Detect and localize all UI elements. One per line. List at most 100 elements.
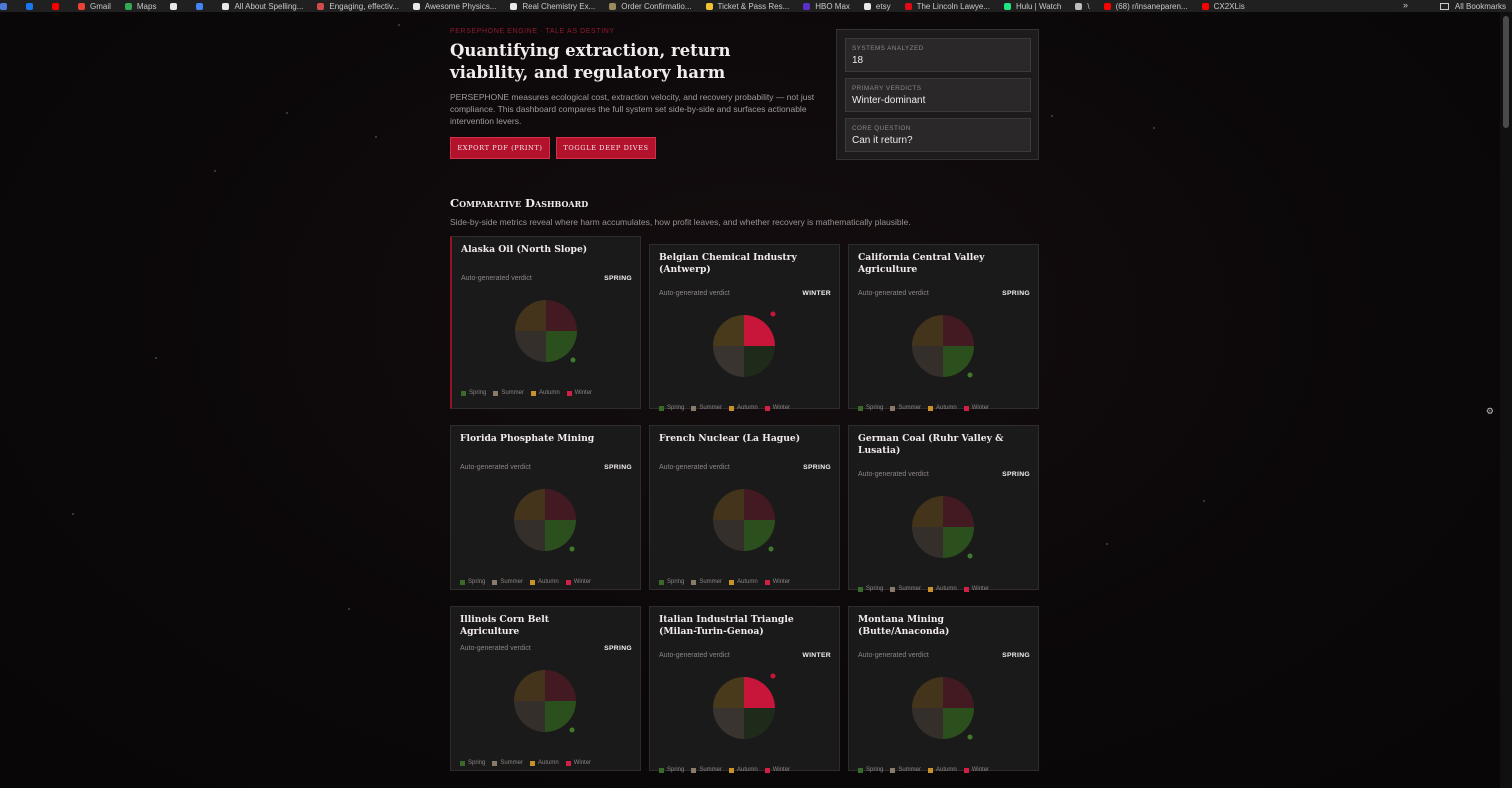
export-pdf-button[interactable]: Export PDF (print) (450, 137, 550, 159)
bookmark-favicon-icon (412, 2, 420, 10)
legend-item: Winter (764, 767, 790, 773)
system-card[interactable]: Illinois Corn Belt Agriculture Auto-gener… (450, 606, 641, 771)
system-card[interactable]: Alaska Oil (North Slope) Auto-generated v… (450, 236, 641, 409)
system-card-title: Alaska Oil (North Slope) (461, 244, 588, 255)
stat-value: Can it return? (852, 135, 913, 146)
verdict-marker (770, 311, 776, 317)
system-card-title: Montana Mining (Butte/Anaconda) (858, 614, 950, 637)
autumn-quadrant (713, 315, 744, 346)
legend-label: Summer (898, 586, 922, 592)
bookmark-item[interactable] (170, 0, 182, 12)
legend-swatch (858, 405, 863, 411)
system-card[interactable]: Montana Mining (Butte/Anaconda) Auto-gene… (848, 606, 1039, 773)
bookmark-item[interactable] (26, 0, 38, 12)
verdict-marker (768, 546, 774, 552)
verdict-badge: WINTER (802, 652, 831, 659)
bookmark-favicon-icon (609, 2, 617, 10)
scrollbar-thumb[interactable] (1503, 16, 1509, 128)
legend-item: Spring (858, 767, 883, 773)
bookmark-label: Gmail (90, 1, 111, 11)
toggle-deep-dives-button[interactable]: Toggle deep dives (556, 137, 656, 159)
autumn-quadrant (912, 677, 943, 708)
spring-quadrant (744, 708, 775, 739)
page-scrollbar[interactable] (1500, 12, 1512, 788)
verdict-caption: Auto-generated verdict (461, 275, 532, 282)
bookmark-favicon-icon (863, 2, 871, 10)
extension-icon[interactable]: ⚙ (1485, 406, 1494, 416)
legend-label: Spring (469, 390, 487, 396)
summer-quadrant (514, 520, 545, 551)
legend-item: Winter (963, 767, 990, 773)
bookmark-label: etsy (875, 1, 891, 11)
stats-panel: Systems analyzed 18 Primary verdicts Win… (836, 29, 1039, 160)
bookmark-item[interactable]: Order Confirmatio... (609, 0, 692, 12)
system-card[interactable]: California Central Valley Agriculture Aut… (848, 244, 1039, 411)
page-title: Quantifying extraction, return viability… (450, 41, 731, 82)
legend-label: Autumn (936, 586, 957, 592)
bookmark-item[interactable]: All About Spelling... (222, 0, 303, 12)
season-legend: Spring Summer Autumn Winter (659, 579, 797, 585)
bookmark-favicon-icon (124, 2, 132, 10)
system-card[interactable]: German Coal (Ruhr Valley & Lusatia) Auto-… (848, 425, 1039, 592)
background-speck (72, 513, 74, 515)
legend-label: Spring (866, 586, 884, 592)
bookmark-item[interactable] (196, 0, 208, 12)
legend-item: Autumn (530, 579, 559, 585)
bookmark-item[interactable] (0, 0, 12, 12)
season-quadrant-chart (514, 670, 576, 733)
bookmark-label: Engaging, effectiv... (329, 1, 399, 11)
winter-quadrant (943, 315, 974, 346)
bookmark-item[interactable]: etsy (863, 0, 891, 12)
bookmark-item[interactable]: (68) r/insaneparen... (1103, 0, 1188, 12)
legend-item: Summer (691, 405, 722, 411)
verdict-caption: Auto-generated verdict (659, 652, 730, 659)
legend-label: Spring (866, 767, 884, 773)
legend-swatch (659, 405, 664, 411)
legend-label: Spring (667, 767, 685, 773)
spring-quadrant (545, 701, 576, 732)
bookmark-item[interactable]: Maps (124, 0, 156, 12)
legend-swatch (928, 586, 934, 592)
bookmark-item[interactable]: Hulu | Watch (1003, 0, 1061, 12)
bookmark-favicon-icon (196, 2, 204, 10)
system-card-title: German Coal (Ruhr Valley & Lusatia) (858, 433, 1004, 456)
season-legend: Spring Summer Autumn Winter (858, 405, 996, 411)
system-card[interactable]: Italian Industrial Triangle (Milan-Turin… (649, 606, 840, 773)
legend-swatch (729, 579, 735, 585)
system-card[interactable]: French Nuclear (La Hague) Auto-generated … (649, 425, 840, 590)
legend-swatch (890, 405, 896, 411)
bookmark-item[interactable]: Awesome Physics... (412, 0, 496, 12)
spring-quadrant (943, 527, 974, 558)
bookmark-favicon-icon (1003, 2, 1011, 10)
all-bookmarks-button[interactable]: All Bookmarks (1439, 0, 1506, 12)
legend-label: Winter (971, 767, 990, 773)
stat-label: Systems analyzed (852, 45, 924, 52)
bookmarks-overflow-icon[interactable]: » (1402, 0, 1408, 10)
verdict-marker (569, 727, 575, 733)
verdict-caption: Auto-generated verdict (858, 652, 929, 659)
bookmark-item[interactable]: \ (1075, 0, 1090, 12)
system-card[interactable]: Belgian Chemical Industry (Antwerp) Auto-… (649, 244, 840, 411)
bookmark-item[interactable]: Ticket & Pass Res... (705, 0, 789, 12)
bookmark-item[interactable] (52, 0, 64, 12)
legend-item: Summer (890, 405, 921, 411)
verdict-marker (570, 357, 576, 363)
legend-item: Summer (890, 767, 921, 773)
system-card-title: Illinois Corn Belt Agriculture (460, 614, 549, 637)
bookmark-item[interactable]: HBO Max (803, 0, 850, 12)
legend-swatch (659, 767, 664, 773)
bookmark-favicon-icon (510, 2, 518, 10)
bookmark-item[interactable]: The Lincoln Lawye... (904, 0, 990, 12)
bookmark-item[interactable]: Real Chemistry Ex... (510, 0, 595, 12)
legend-item: Autumn (928, 405, 957, 411)
bookmark-item[interactable]: Gmail (78, 0, 111, 12)
system-card[interactable]: Florida Phosphate Mining Auto-generated v… (450, 425, 641, 590)
legend-item: Winter (566, 390, 592, 396)
bookmark-item[interactable]: CX2XLis (1201, 0, 1245, 12)
background-speck (1153, 127, 1155, 129)
legend-label: Winter (573, 579, 592, 585)
legend-item: Autumn (729, 579, 758, 585)
bookmark-item[interactable]: Engaging, effectiv... (317, 0, 399, 12)
bookmark-label: The Lincoln Lawye... (916, 1, 990, 11)
bookmark-label: (68) r/insaneparen... (1115, 1, 1188, 11)
